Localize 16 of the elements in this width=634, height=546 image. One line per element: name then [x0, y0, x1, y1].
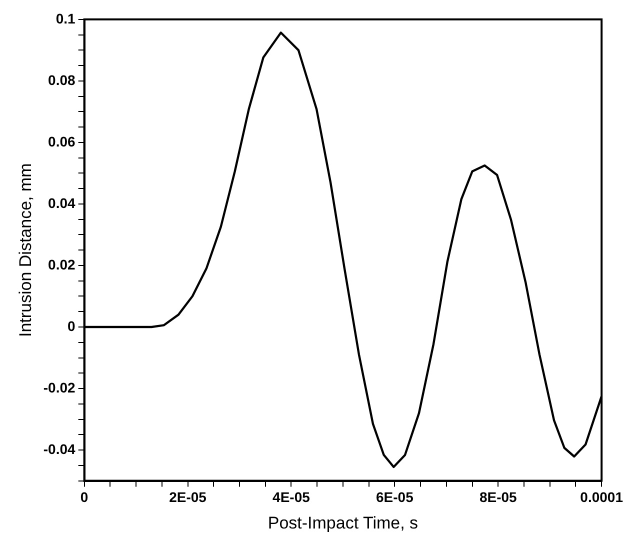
y-tick-label: -0.04	[43, 440, 76, 457]
x-tick-label: 4E-05	[272, 489, 310, 506]
x-tick-label: 8E-05	[479, 489, 518, 506]
x-tick-label: 2E-05	[169, 489, 207, 506]
x-tick-label: 6E-05	[376, 489, 414, 506]
x-axis-title: Post-Impact Time, s	[268, 513, 418, 532]
y-tick-label: 0	[68, 318, 76, 334]
y-tick-label: 0.08	[48, 72, 76, 88]
y-tick-label: 0.1	[56, 10, 76, 26]
x-tick-label: 0	[80, 489, 88, 506]
y-tick-label: -0.02	[43, 379, 76, 396]
y-tick-label: 0.04	[48, 194, 76, 211]
y-tick-label: 0.06	[48, 133, 76, 150]
x-tick-label: 0.0001	[580, 489, 624, 506]
y-axis-title: Intrusion Distance, mm	[16, 163, 35, 338]
y-tick-label: 0.02	[48, 256, 76, 272]
